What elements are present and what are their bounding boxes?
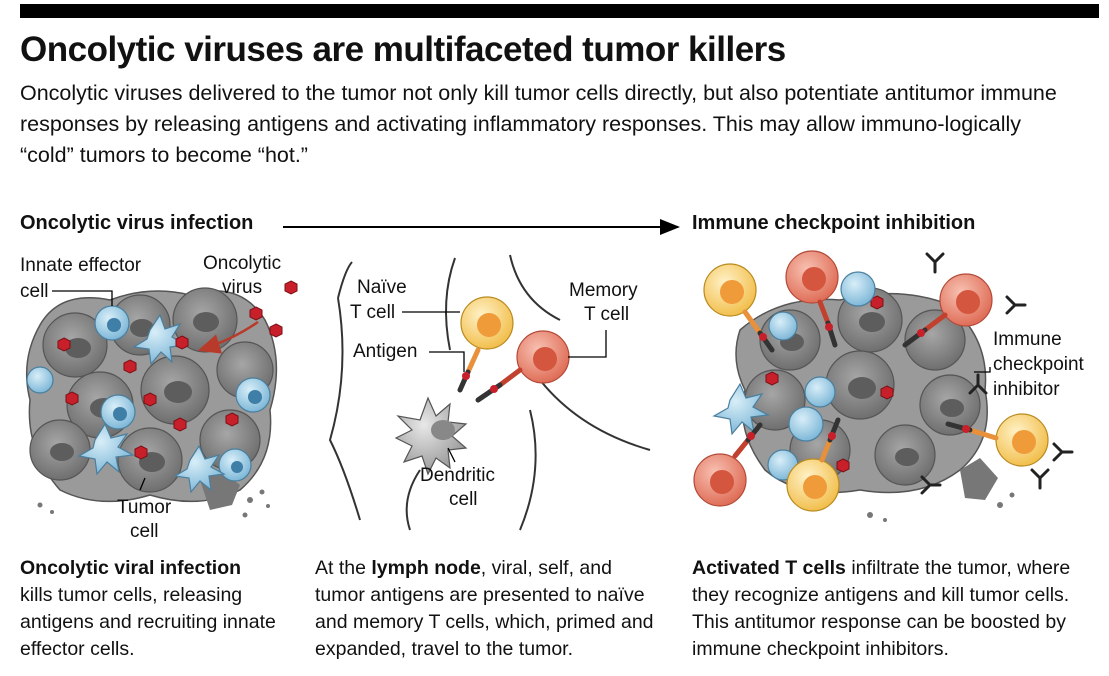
left-tumor-mass xyxy=(25,280,298,518)
section-heading-oncolytic-infection: Oncolytic virus infection xyxy=(20,212,254,234)
activated-t-cells xyxy=(693,250,1049,512)
label-dendritic-1: Dendritic xyxy=(420,465,495,486)
label-tumor-2: cell xyxy=(130,521,159,542)
label-memory-1: Memory xyxy=(569,280,638,301)
figure-title: Oncolytic viruses are multifaceted tumor… xyxy=(20,30,786,69)
caption-right: Activated T cells infiltrate the tumor, … xyxy=(692,555,1102,663)
label-oncolytic-1: Oncolytic xyxy=(203,253,282,274)
caption-middle: At the lymph node, viral, self, and tumo… xyxy=(315,555,660,663)
label-immune-3: inhibitor xyxy=(993,379,1060,400)
label-innate-effector-1: Innate effector xyxy=(20,255,142,276)
caption-left: Oncolytic viral infection kills tumor ce… xyxy=(20,555,290,663)
figure-subtitle: Oncolytic viruses delivered to the tumor… xyxy=(20,81,1057,167)
caption-left-text: kills tumor cells, releasing antigens an… xyxy=(20,584,276,660)
caption-mid-pre: At the xyxy=(315,557,372,579)
label-naive-2: T cell xyxy=(350,302,396,323)
caption-mid-text: , viral, self, and tumor antigens are pr… xyxy=(315,557,654,660)
right-tumor-mass xyxy=(693,250,1074,522)
label-naive-1: Naïve xyxy=(357,277,407,298)
caption-right-text: infiltrate the tumor, where they recogni… xyxy=(692,557,1071,660)
caption-mid-bold: lymph node xyxy=(371,557,481,579)
top-rule xyxy=(20,4,1099,18)
label-immune-1: Immune xyxy=(993,329,1062,350)
section-heading-checkpoint-inhibition: Immune checkpoint inhibition xyxy=(692,212,976,234)
caption-right-bold: Activated T cells xyxy=(692,557,846,579)
caption-left-bold: Oncolytic viral infection xyxy=(20,557,242,579)
label-tumor-1: Tumor xyxy=(117,497,172,518)
label-oncolytic-2: virus xyxy=(222,277,263,298)
label-dendritic-2: cell xyxy=(449,489,478,510)
label-innate-effector-2: cell xyxy=(20,281,49,302)
lymph-node-scene xyxy=(328,254,651,531)
label-immune-2: checkpoint xyxy=(993,354,1084,375)
label-memory-2: T cell xyxy=(584,304,630,325)
antibody-shapes xyxy=(920,252,1074,495)
label-antigen: Antigen xyxy=(353,341,418,362)
dendritic-cell-shape xyxy=(394,396,468,476)
